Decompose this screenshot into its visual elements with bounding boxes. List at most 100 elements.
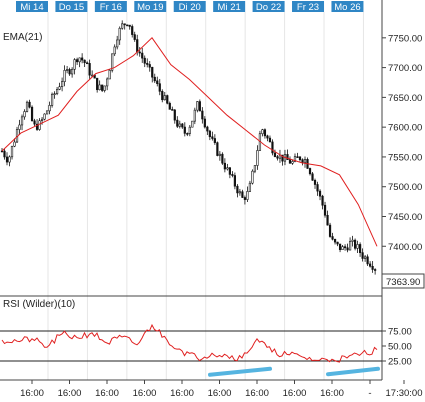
- candle-body: [76, 59, 79, 63]
- candle-body: [98, 84, 101, 91]
- candle-body: [96, 77, 99, 91]
- price-tick-label: 7750.00: [388, 33, 422, 44]
- candle-body: [5, 156, 9, 163]
- candle-body: [3, 150, 6, 158]
- candle-body: [101, 84, 104, 91]
- candle-body: [81, 57, 84, 61]
- x-tick-label: 16:00: [58, 388, 82, 399]
- candle-body: [141, 52, 144, 59]
- candle-body: [348, 241, 352, 251]
- price-axis: 7400.00 7450.00 7500.00 7550.00 7600.00 7650.…: [381, 0, 422, 380]
- candle-body: [313, 179, 317, 185]
- candle-body: [156, 80, 159, 84]
- candle-body: [221, 153, 224, 164]
- date-tag-label: Mi 21: [218, 2, 241, 13]
- candle-body: [33, 120, 36, 125]
- price-tick-label: 7450.00: [388, 212, 422, 223]
- last-price-marker: 7363.90: [381, 273, 425, 289]
- date-tag-box: [16, 1, 48, 12]
- rsi-pane: [0, 298, 382, 380]
- candle-body: [371, 265, 374, 270]
- candle-body: [186, 133, 189, 135]
- candle-body: [223, 162, 226, 170]
- candle-body: [28, 101, 31, 108]
- x-tick-label: -: [368, 388, 371, 399]
- candle-body: [166, 95, 169, 104]
- candle-body: [88, 63, 91, 76]
- rsi-line: [1, 323, 378, 363]
- candle-body: [303, 159, 307, 163]
- candle-body: [66, 69, 69, 71]
- candle-body: [356, 244, 359, 249]
- candle-body: [116, 39, 119, 48]
- candle-body: [296, 156, 299, 158]
- candle-body: [218, 153, 221, 156]
- candle-body: [271, 141, 274, 154]
- candle-body: [158, 83, 161, 92]
- candle-body: [216, 142, 219, 156]
- candle-body: [136, 39, 139, 53]
- candle-body: [213, 138, 216, 143]
- candle-body: [68, 69, 71, 75]
- date-tag-box: [292, 1, 325, 12]
- candle-body: [118, 27, 121, 41]
- candle-body: [364, 256, 367, 259]
- candle-body: [163, 95, 166, 101]
- rsi-trendlines: [208, 366, 380, 377]
- candle-body: [206, 126, 209, 132]
- candle-body: [331, 236, 334, 240]
- candle-body: [176, 119, 179, 127]
- x-tick-label: 16:00: [320, 388, 344, 399]
- candle-body: [153, 76, 156, 82]
- date-tag-box: [213, 1, 246, 12]
- candle-body: [321, 195, 324, 206]
- candle-body: [228, 167, 231, 175]
- date-tag-label: Di 20: [179, 2, 201, 13]
- date-tag-label: Mi 14: [20, 2, 43, 13]
- date-tag-box: [252, 1, 285, 12]
- price-tick-label: 7500.00: [388, 182, 422, 193]
- date-tag-label: Mo 26: [334, 2, 360, 13]
- candle-body: [73, 59, 76, 70]
- price-tick-label: 7650.00: [388, 93, 422, 104]
- candle-body: [353, 239, 357, 249]
- candle-body: [318, 190, 322, 197]
- candle-body: [50, 93, 54, 106]
- candle-body: [248, 182, 252, 192]
- candle-body: [138, 51, 141, 54]
- candle-body: [343, 246, 347, 249]
- x-tick-label: 16:00: [95, 388, 119, 399]
- candle-body: [236, 185, 239, 194]
- candle-body: [268, 137, 272, 143]
- candle-body: [161, 91, 164, 101]
- candle-body: [151, 66, 154, 78]
- candle-body: [288, 159, 292, 164]
- last-price-box: [381, 273, 425, 289]
- candle-body: [13, 141, 16, 147]
- candle-body: [361, 252, 364, 259]
- candles: [0, 20, 377, 275]
- x-tick-label: 16:00: [245, 388, 269, 399]
- candle-body: [86, 62, 89, 65]
- x-tick-label: 16:00: [20, 388, 44, 399]
- x-tick-label: 16:00: [208, 388, 232, 399]
- candle-body: [91, 74, 94, 77]
- candle-body: [253, 165, 257, 172]
- candle-body: [45, 110, 49, 115]
- rsi-tick-label: 25.00: [388, 357, 412, 368]
- candle-body: [323, 204, 327, 216]
- candle-body: [316, 184, 319, 192]
- date-tag-box: [94, 1, 127, 12]
- rsi-label: RSI (Wilder)(10): [3, 299, 75, 310]
- candle-body: [341, 246, 344, 250]
- candle-body: [58, 86, 61, 90]
- candle-body: [266, 135, 269, 139]
- price-tick-label: 7600.00: [388, 123, 422, 134]
- rsi-tick-label: 75.00: [388, 327, 412, 338]
- candle-body: [108, 69, 111, 80]
- candle-body: [358, 244, 362, 253]
- candle-body: [308, 168, 312, 175]
- date-tag-box: [134, 1, 167, 12]
- candle-body: [196, 101, 199, 111]
- candle-body: [333, 238, 337, 243]
